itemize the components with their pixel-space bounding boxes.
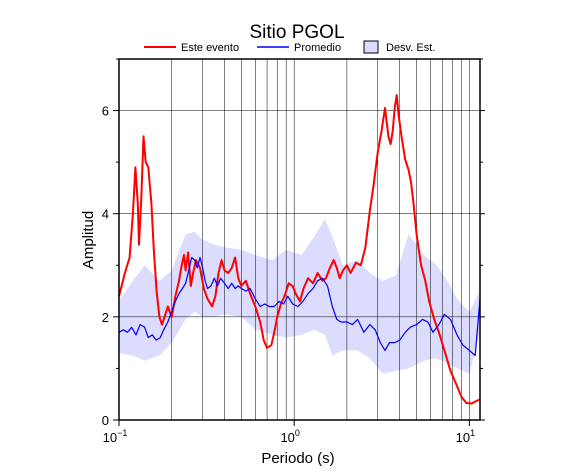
- legend-label: Promedio: [294, 42, 341, 54]
- plot-area: [118, 58, 481, 421]
- std-dev-band-layer: [119, 218, 480, 374]
- chart-legend: Este evento Promedio Desv. Est.: [144, 40, 435, 54]
- y-tick-label: 6: [102, 104, 109, 119]
- legend-swatch-desv-est: [363, 40, 379, 54]
- legend-label: Desv. Est.: [386, 42, 435, 54]
- x-tick-exponent: 1: [470, 428, 475, 438]
- chart-title: Sitio PGOL: [249, 22, 344, 43]
- x-axis-label: Periodo (s): [261, 450, 334, 467]
- series-layer: [118, 94, 481, 405]
- plot-frame: [118, 58, 481, 421]
- x-tick-label: 100: [280, 428, 299, 445]
- y-axis-label: Amplitud: [80, 211, 97, 269]
- std-dev-band: [119, 218, 480, 374]
- y-tick-label: 2: [102, 310, 109, 325]
- x-tick-label: 10−1: [103, 428, 128, 445]
- x-tick-exponent: −1: [117, 428, 127, 438]
- grid-layer: [119, 59, 480, 420]
- y-tick-label: 0: [102, 413, 109, 428]
- series-line-este-evento: [118, 94, 481, 405]
- y-tick-label: 4: [102, 207, 109, 222]
- legend-label: Este evento: [181, 42, 239, 54]
- series-line-promedio: [118, 256, 481, 357]
- x-tick-label: 101: [456, 428, 475, 445]
- x-tick-exponent: 0: [295, 428, 300, 438]
